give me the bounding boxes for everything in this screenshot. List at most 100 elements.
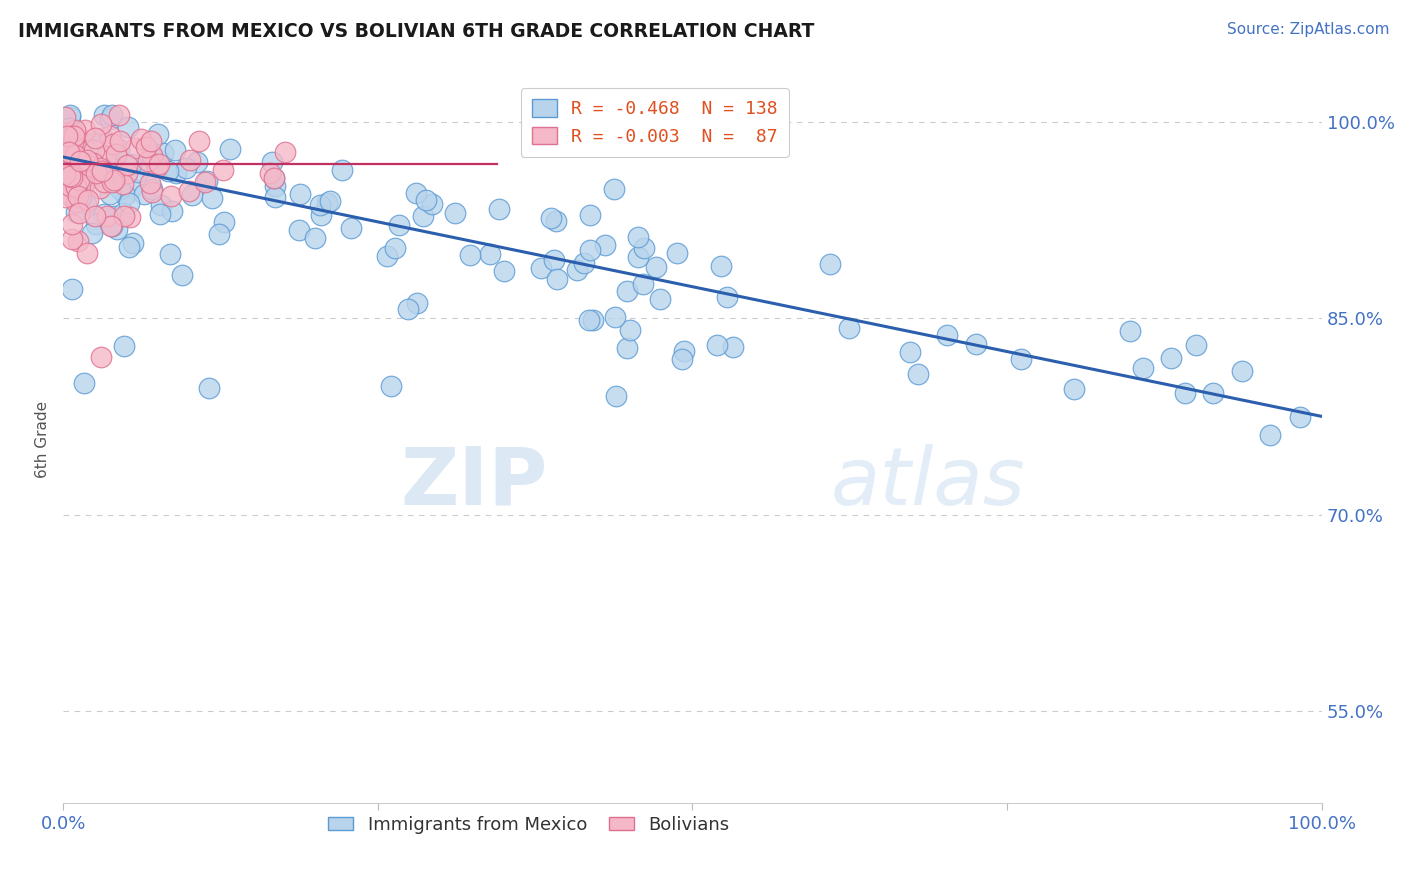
Point	[716, 290, 738, 304]
Point	[212, 215, 235, 229]
Y-axis label: 6th Grade: 6th Grade	[35, 401, 51, 478]
Point	[90, 117, 112, 131]
Point	[127, 165, 149, 179]
Point	[898, 345, 921, 359]
Point	[89, 161, 111, 176]
Point	[87, 164, 110, 178]
Point	[72, 180, 94, 194]
Point	[93, 169, 115, 183]
Point	[593, 238, 616, 252]
Point	[152, 145, 174, 160]
Point	[53, 168, 76, 182]
Point	[101, 219, 124, 233]
Point	[103, 173, 125, 187]
Point	[55, 126, 77, 140]
Point	[70, 157, 93, 171]
Point	[58, 145, 80, 160]
Point	[139, 177, 162, 191]
Point	[160, 204, 183, 219]
Point	[105, 222, 128, 236]
Point	[93, 175, 115, 189]
Point	[330, 162, 353, 177]
Point	[115, 165, 138, 179]
Point	[62, 171, 84, 186]
Point	[627, 230, 650, 244]
Point	[340, 221, 363, 235]
Point	[264, 179, 287, 194]
Point	[129, 132, 152, 146]
Point	[1160, 351, 1182, 366]
Point	[1202, 386, 1225, 401]
Point	[60, 217, 83, 231]
Point	[117, 120, 139, 134]
Point	[53, 128, 76, 142]
Point	[93, 207, 115, 221]
Point	[66, 235, 89, 249]
Point	[530, 260, 553, 275]
Point	[65, 179, 87, 194]
Point	[58, 161, 80, 175]
Point	[63, 129, 86, 144]
Point	[488, 202, 510, 216]
Point	[965, 337, 987, 351]
Point	[58, 120, 80, 135]
Point	[58, 145, 80, 160]
Point	[65, 205, 87, 219]
Point	[103, 209, 125, 223]
Text: IMMIGRANTS FROM MEXICO VS BOLIVIAN 6TH GRADE CORRELATION CHART: IMMIGRANTS FROM MEXICO VS BOLIVIAN 6TH G…	[18, 22, 814, 41]
Point	[578, 209, 600, 223]
Point	[73, 156, 96, 170]
Point	[112, 209, 135, 223]
Point	[53, 190, 76, 204]
Point	[1230, 364, 1253, 378]
Point	[290, 187, 312, 202]
Point	[546, 272, 568, 286]
Point	[103, 137, 125, 152]
Text: Source: ZipAtlas.com: Source: ZipAtlas.com	[1226, 22, 1389, 37]
Point	[263, 190, 285, 204]
Point	[193, 175, 215, 189]
Point	[55, 165, 77, 179]
Point	[626, 250, 648, 264]
Point	[319, 194, 342, 209]
Point	[89, 181, 111, 195]
Point	[706, 337, 728, 351]
Point	[72, 175, 94, 189]
Point	[59, 178, 82, 193]
Point	[259, 166, 281, 180]
Point	[478, 247, 501, 261]
Point	[141, 150, 163, 164]
Point	[540, 211, 562, 225]
Point	[179, 184, 201, 198]
Point	[1063, 382, 1085, 396]
Point	[65, 195, 87, 210]
Point	[69, 190, 91, 204]
Point	[62, 135, 84, 149]
Point	[405, 186, 427, 200]
Point	[120, 181, 142, 195]
Point	[384, 241, 406, 255]
Point	[86, 217, 108, 231]
Point	[53, 110, 76, 124]
Point	[63, 122, 86, 136]
Point	[907, 367, 929, 381]
Point	[108, 142, 131, 156]
Point	[1174, 385, 1197, 400]
Point	[648, 292, 671, 306]
Point	[100, 219, 122, 233]
Point	[1119, 324, 1142, 338]
Point	[76, 153, 98, 168]
Point	[55, 165, 77, 179]
Point	[420, 197, 443, 211]
Point	[165, 143, 187, 157]
Point	[172, 268, 194, 282]
Point	[65, 179, 87, 194]
Point	[219, 142, 242, 156]
Point	[671, 352, 693, 367]
Point	[118, 210, 141, 224]
Point	[101, 176, 124, 190]
Point	[60, 232, 83, 246]
Point	[146, 127, 169, 141]
Point	[124, 140, 146, 154]
Point	[211, 162, 233, 177]
